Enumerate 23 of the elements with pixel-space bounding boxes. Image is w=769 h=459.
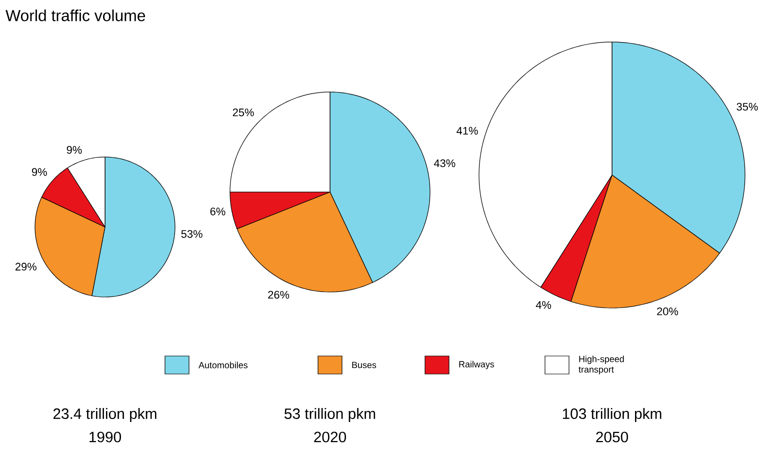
data-label: 41% xyxy=(456,126,478,135)
text: 103 trillion pkm xyxy=(562,408,662,422)
text: 2020 xyxy=(314,432,346,442)
data-label: 9% xyxy=(32,168,47,176)
legend-label: Buses xyxy=(352,362,376,368)
data-label: 6% xyxy=(210,208,226,216)
data-label: 53% xyxy=(181,230,202,238)
data-label: 25% xyxy=(232,108,254,116)
data-label: 29% xyxy=(15,262,36,271)
legend-label: Railways xyxy=(459,360,494,370)
data-label: 9% xyxy=(66,146,82,154)
text: 1990 xyxy=(90,432,122,442)
text: 23.4 trillion pkm xyxy=(53,408,156,422)
legend-label: Automobiles xyxy=(198,362,248,368)
text: 2050 xyxy=(596,432,628,442)
chart-title: World traffic volume xyxy=(6,10,146,22)
data-label: 35% xyxy=(736,102,758,111)
data-label: 4% xyxy=(536,301,552,309)
data-label: 43% xyxy=(434,159,456,168)
text: 53 trillion pkm xyxy=(284,408,376,422)
data-label: 20% xyxy=(657,307,678,316)
data-label: 26% xyxy=(268,290,290,299)
legend-label: High-speed transport xyxy=(578,356,624,374)
